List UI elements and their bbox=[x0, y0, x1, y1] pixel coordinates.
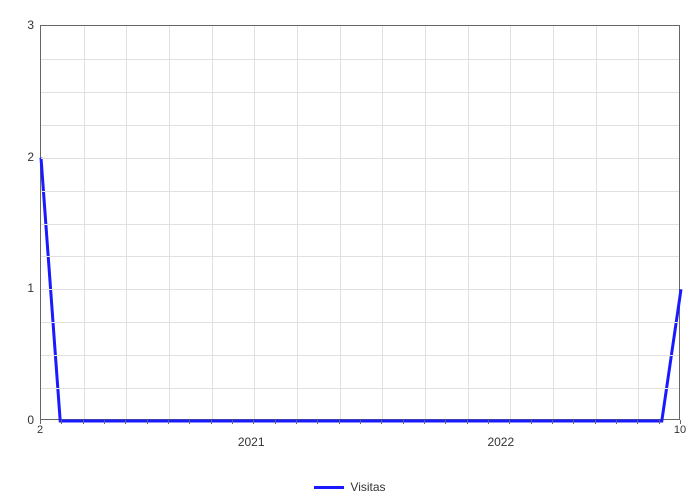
x-minor-tick bbox=[573, 420, 574, 424]
x-end-label: 10 bbox=[674, 424, 686, 436]
x-minor-tick bbox=[467, 420, 468, 424]
x-minor-tick bbox=[61, 420, 62, 424]
x-minor-tick bbox=[659, 420, 660, 424]
grid-col bbox=[553, 26, 554, 419]
x-minor-tick bbox=[296, 420, 297, 424]
grid-col bbox=[254, 26, 255, 419]
y-tick-label: 1 bbox=[27, 281, 34, 295]
y-tick-label: 2 bbox=[27, 150, 34, 164]
legend-label: Visitas bbox=[350, 480, 385, 494]
grid-row bbox=[41, 355, 679, 356]
x-minor-tick bbox=[317, 420, 318, 424]
legend-swatch bbox=[314, 486, 344, 489]
grid-row bbox=[41, 158, 679, 159]
x-minor-tick bbox=[104, 420, 105, 424]
x-minor-tick bbox=[616, 420, 617, 424]
x-major-label: 2022 bbox=[487, 435, 514, 449]
grid-col bbox=[340, 26, 341, 419]
grid-col bbox=[510, 26, 511, 419]
x-minor-tick bbox=[509, 420, 510, 424]
y-tick-label: 0 bbox=[27, 413, 34, 427]
x-minor-tick bbox=[339, 420, 340, 424]
y-tick-label: 3 bbox=[27, 18, 34, 32]
x-minor-tick bbox=[552, 420, 553, 424]
x-major-label: 2021 bbox=[238, 435, 265, 449]
x-minor-tick bbox=[637, 420, 638, 424]
x-minor-tick bbox=[360, 420, 361, 424]
x-minor-tick bbox=[40, 420, 41, 424]
x-minor-tick bbox=[189, 420, 190, 424]
x-start-label: 2 bbox=[37, 424, 43, 436]
grid-row bbox=[41, 256, 679, 257]
grid-row bbox=[41, 125, 679, 126]
grid-row bbox=[41, 388, 679, 389]
grid-col bbox=[297, 26, 298, 419]
x-minor-tick bbox=[445, 420, 446, 424]
x-minor-tick bbox=[381, 420, 382, 424]
x-minor-tick bbox=[211, 420, 212, 424]
x-minor-tick bbox=[147, 420, 148, 424]
x-minor-tick bbox=[403, 420, 404, 424]
x-minor-tick bbox=[680, 420, 681, 424]
x-minor-tick bbox=[125, 420, 126, 424]
x-minor-tick bbox=[531, 420, 532, 424]
visits-line-chart: Visitas 2024 de Jan Speerstra (Holanda) … bbox=[40, 25, 680, 445]
grid-row bbox=[41, 191, 679, 192]
grid-col bbox=[169, 26, 170, 419]
grid-col bbox=[126, 26, 127, 419]
grid-row bbox=[41, 59, 679, 60]
grid-col bbox=[425, 26, 426, 419]
grid-row bbox=[41, 289, 679, 290]
x-minor-tick bbox=[232, 420, 233, 424]
grid-row bbox=[41, 92, 679, 93]
x-minor-tick bbox=[595, 420, 596, 424]
plot-area bbox=[40, 25, 680, 420]
grid-col bbox=[638, 26, 639, 419]
x-minor-tick bbox=[275, 420, 276, 424]
grid-col bbox=[84, 26, 85, 419]
x-minor-tick bbox=[83, 420, 84, 424]
grid-col bbox=[596, 26, 597, 419]
x-minor-tick bbox=[253, 420, 254, 424]
grid-row bbox=[41, 322, 679, 323]
x-minor-tick bbox=[424, 420, 425, 424]
legend: Visitas bbox=[40, 480, 660, 494]
x-minor-tick bbox=[488, 420, 489, 424]
x-minor-tick bbox=[168, 420, 169, 424]
grid-col bbox=[382, 26, 383, 419]
grid-col bbox=[212, 26, 213, 419]
grid-col bbox=[468, 26, 469, 419]
grid-row bbox=[41, 224, 679, 225]
